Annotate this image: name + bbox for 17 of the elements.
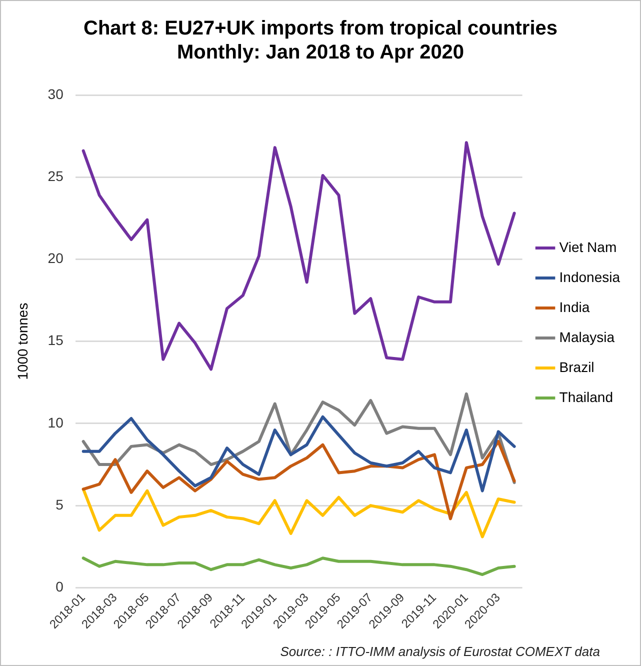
legend-label: Thailand [559, 388, 613, 405]
legend-label: Indonesia [559, 268, 620, 285]
legend-label: Brazil [559, 358, 594, 375]
y-tick-label: 20 [48, 250, 64, 266]
y-tick-label: 5 [56, 496, 64, 512]
y-tick-label: 30 [48, 86, 64, 102]
y-tick-label: 10 [48, 414, 64, 430]
y-tick-label: 0 [56, 578, 64, 595]
y-tick-label: 25 [48, 168, 64, 184]
legend-label: Malaysia [559, 328, 615, 345]
legend-label: India [559, 298, 590, 315]
chart-title: Chart 8: EU27+UK imports from tropical countries [84, 18, 558, 40]
legend-label: Viet Nam [559, 238, 617, 255]
y-tick-label: 15 [48, 332, 64, 348]
source-note: Source: : ITTO-IMM analysis of Eurostat COMEXT data [280, 644, 600, 659]
y-axis-title: 1000 tonnes [14, 302, 30, 380]
chart-subtitle: Monthly: Jan 2018 to Apr 2020 [176, 42, 464, 64]
